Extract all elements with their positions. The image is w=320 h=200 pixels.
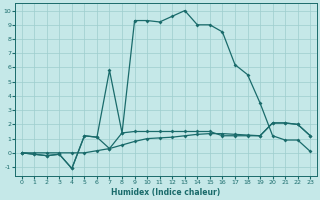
X-axis label: Humidex (Indice chaleur): Humidex (Indice chaleur) xyxy=(111,188,220,197)
